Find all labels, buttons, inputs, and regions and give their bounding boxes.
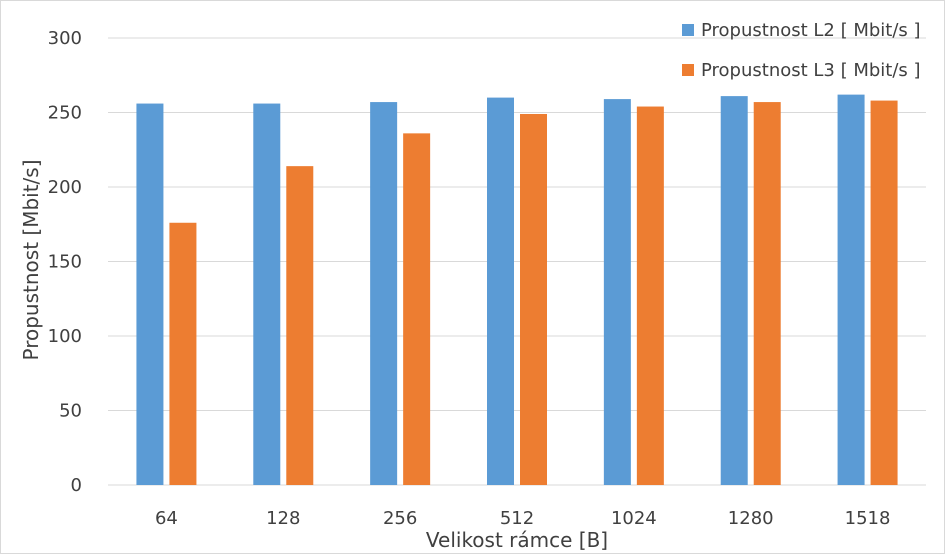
y-tick-labels: 0 50 100 150 200 250 300 <box>48 28 82 496</box>
legend-swatch-series1 <box>682 24 694 36</box>
bar-series1-1280 <box>720 96 748 486</box>
bar-series1-512 <box>487 97 514 485</box>
x-tick-label: 1024 <box>611 508 657 529</box>
legend-swatch-series2 <box>682 64 694 76</box>
y-tick-label: 150 <box>48 252 82 273</box>
legend: Propustnost L2 [ Mbit/s ] Propustnost L3 … <box>682 20 921 81</box>
bar-series2-128 <box>286 166 314 485</box>
y-tick-label: 50 <box>59 401 82 422</box>
bar-series1-128 <box>253 103 281 485</box>
x-tick-label: 1518 <box>845 508 891 529</box>
bar-series2-512 <box>520 113 547 486</box>
y-tick-label: 100 <box>48 326 82 347</box>
x-tick-label: 512 <box>500 508 534 529</box>
bar-series2-256 <box>403 133 431 486</box>
legend-label-series1: Propustnost L2 [ Mbit/s ] <box>701 20 921 41</box>
x-tick-label: 1280 <box>728 508 774 529</box>
x-axis-title: Velikost rámce [B] <box>426 528 608 552</box>
bar-series1-64 <box>136 103 164 485</box>
gridlines <box>108 37 926 486</box>
legend-label-series2: Propustnost L3 [ Mbit/s ] <box>701 60 921 81</box>
y-tick-label: 250 <box>48 103 82 124</box>
bar-series2-1024 <box>636 106 664 485</box>
bars-group <box>136 94 898 486</box>
bar-series1-1518 <box>837 94 865 486</box>
y-tick-label: 300 <box>48 28 82 49</box>
y-tick-label: 200 <box>48 177 82 198</box>
y-axis-title: Propustnost [Mbit/s] <box>19 159 43 360</box>
bar-series1-256 <box>370 102 398 485</box>
x-tick-label: 128 <box>266 508 300 529</box>
x-tick-label: 64 <box>155 508 178 529</box>
x-tick-labels: 64 128 256 512 1024 1280 1518 <box>155 508 891 529</box>
bar-series2-64 <box>169 222 197 485</box>
bar-series2-1518 <box>870 100 898 485</box>
bar-series2-1280 <box>753 102 781 485</box>
x-tick-label: 256 <box>383 508 417 529</box>
y-tick-label: 0 <box>71 475 82 496</box>
bar-series1-1024 <box>603 99 631 485</box>
